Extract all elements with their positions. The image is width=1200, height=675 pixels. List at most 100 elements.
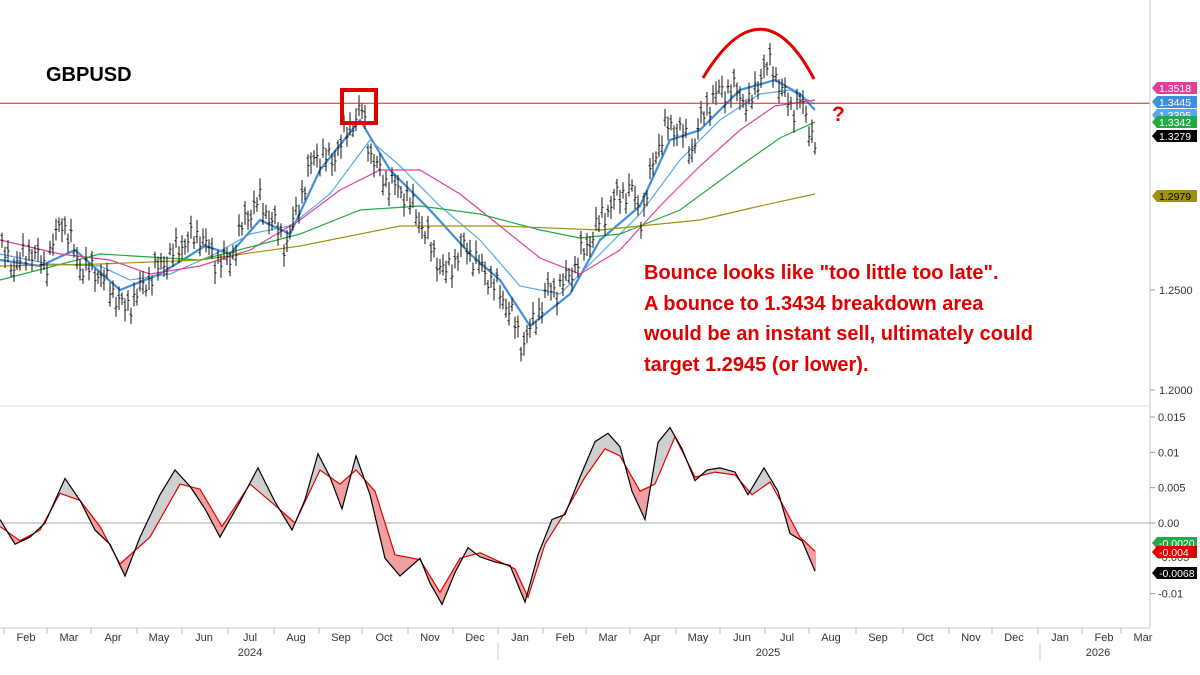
osc-fill-segment [394, 551, 396, 572]
ohlc-bar [600, 197, 604, 218]
osc-fill-segment [68, 482, 70, 497]
ohlc-bar [780, 78, 784, 97]
osc-fill-segment [590, 448, 592, 470]
osc-fill-segment [146, 520, 148, 541]
ohlc-bar [732, 68, 736, 88]
ohlc-bar [603, 212, 607, 237]
annotation-line-2: A bounce to 1.3434 breakdown area [644, 292, 984, 315]
osc-fill-segment [66, 479, 68, 497]
osc-fill-segment [790, 518, 792, 535]
ohlc-bar [399, 185, 403, 199]
ohlc-bar [792, 110, 796, 133]
ohlc-bar [90, 250, 94, 271]
ohlc-bar [249, 209, 253, 229]
ohlc-bar [63, 216, 67, 235]
ohlc-bar [147, 266, 151, 290]
ohlc-bar [414, 209, 418, 226]
osc-label-tag [1152, 546, 1197, 558]
ohlc-bar [726, 79, 730, 94]
ohlc-bar [741, 93, 745, 109]
osc-fill-segment [214, 512, 216, 530]
osc-fill-segment [148, 515, 150, 539]
osc-fill-segment [340, 482, 342, 509]
osc-fill-segment [288, 516, 290, 527]
osc-fill-segment [386, 526, 388, 562]
ohlc-bar [42, 251, 46, 270]
osc-y-tick-label: -0.01 [1158, 589, 1183, 601]
ohlc-bar [717, 79, 721, 95]
ohlc-bar [411, 183, 415, 208]
osc-fill-segment [334, 479, 336, 493]
ohlc-bar [273, 205, 277, 225]
ohlc-bar [807, 126, 811, 147]
ohlc-bar [27, 239, 31, 262]
osc-fill-segment [152, 507, 154, 534]
ohlc-bar [24, 256, 28, 271]
ohlc-bar [246, 210, 250, 230]
osc-fill-segment [718, 467, 720, 473]
ohlc-bar [528, 318, 532, 338]
x-month-label: Jul [780, 632, 794, 644]
osc-fill-segment [592, 444, 594, 468]
osc-label-tag [1152, 567, 1197, 579]
osc-fill-segment [164, 484, 166, 513]
ohlc-bar [252, 190, 256, 215]
ohlc-bar [570, 267, 574, 292]
osc-fill-segment [156, 498, 158, 527]
ohlc-bar [783, 77, 787, 98]
ohlc-bar [438, 258, 442, 275]
osc-fill-segment [390, 538, 392, 567]
osc-fill-segment [358, 461, 360, 475]
x-month-label: Jul [243, 632, 257, 644]
ohlc-bar [39, 255, 43, 274]
osc-fill-segment [644, 488, 646, 518]
ohlc-bar [429, 241, 433, 262]
osc-fill-segment [396, 554, 398, 574]
x-month-label: Oct [375, 632, 392, 644]
ohlc-bar [375, 155, 379, 169]
ohlc-bar [450, 264, 454, 288]
ohlc-bar [663, 108, 667, 127]
ohlc-bar [48, 240, 52, 255]
ohlc-bar [222, 240, 226, 261]
ohlc-bar [576, 257, 580, 278]
osc-fill-segment [406, 556, 408, 571]
osc-fill-segment [162, 488, 164, 516]
osc-fill-segment [170, 474, 172, 502]
osc-fill-segment [616, 442, 618, 455]
osc-fill-segment [666, 430, 668, 459]
ohlc-bar [483, 261, 487, 286]
ohlc-bar [777, 79, 781, 104]
ohlc-bar [195, 219, 199, 244]
ohlc-bar [753, 71, 757, 96]
ohlc-bar [153, 251, 157, 269]
ohlc-bar [525, 324, 529, 344]
ohlc-bar [705, 92, 709, 116]
x-month-label: May [688, 632, 709, 644]
ohlc-bar [3, 246, 7, 269]
oscillator-panel: -0.005-0.0020-0.004-0.0068 [0, 426, 1197, 606]
osc-fill-segment [524, 588, 526, 600]
osc-fill-segment [402, 556, 404, 575]
osc-fill-segment [74, 491, 76, 499]
osc-fill-segment [160, 491, 162, 520]
ohlc-bar [405, 180, 409, 202]
osc-fill-segment [618, 444, 620, 456]
price-label-tag [1152, 130, 1197, 142]
ohlc-bar [513, 316, 517, 339]
ohlc-bar [555, 291, 559, 316]
ohlc-bar [645, 190, 649, 207]
osc-fill-segment [670, 427, 672, 449]
ohlc-bar [657, 133, 661, 158]
ohlc-bar [60, 218, 64, 243]
osc-slow-line [0, 435, 816, 599]
ohlc-bar [372, 154, 376, 178]
ohlc-bar [381, 174, 385, 196]
ohlc-bar [453, 248, 457, 269]
osc-y-tick-label: 0.015 [1158, 412, 1186, 424]
ohlc-bar [6, 239, 10, 263]
ohlc-bar [123, 298, 127, 322]
osc-fill-segment [410, 557, 412, 568]
ohlc-bar [669, 114, 673, 131]
